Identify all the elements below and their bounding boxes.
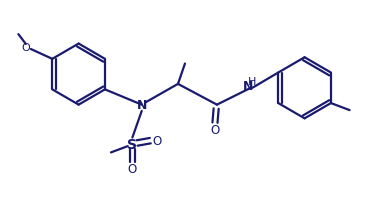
Text: O: O (210, 124, 220, 136)
Text: N: N (136, 99, 147, 112)
Text: O: O (128, 163, 137, 175)
Text: H: H (248, 77, 256, 87)
Text: O: O (22, 43, 30, 53)
Text: S: S (127, 137, 137, 151)
Text: N: N (243, 80, 254, 93)
Text: O: O (152, 134, 161, 147)
